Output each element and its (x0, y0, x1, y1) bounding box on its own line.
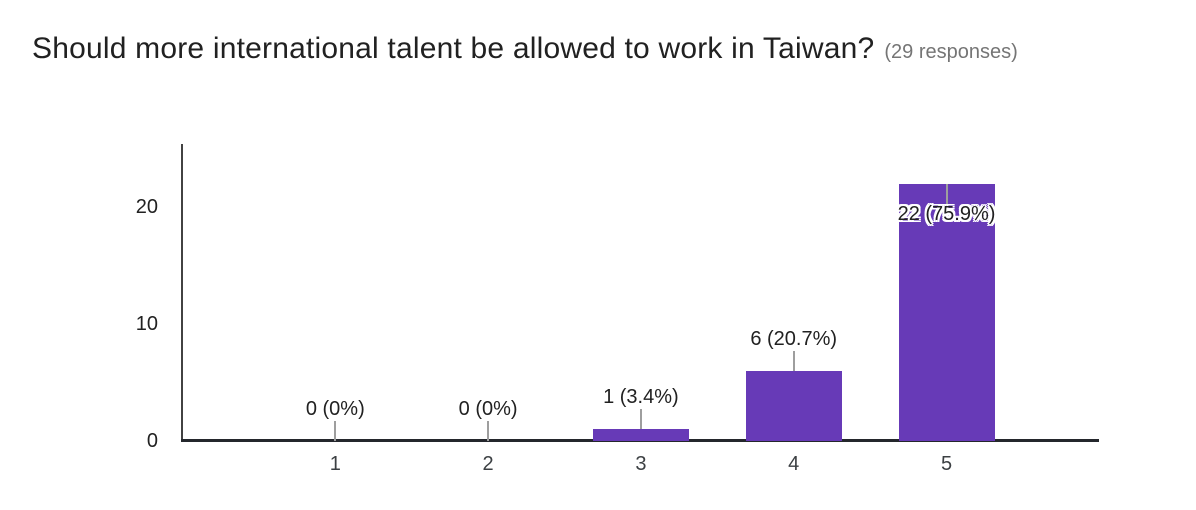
annotation-stem (792, 350, 795, 371)
annotation-stem (945, 183, 948, 204)
x-tick-label: 1 (329, 453, 341, 475)
x-tick-label: 5 (940, 453, 953, 475)
response-count: (29 responses) (884, 41, 1018, 63)
annotation-stem (487, 421, 490, 441)
x-tick-label: 3 (635, 453, 647, 475)
bar[interactable] (898, 183, 995, 441)
y-tick-label: 0 (146, 430, 158, 452)
bar-annotation: 6 (20.7%) (750, 327, 838, 350)
chart-title: Should more international talent be allo… (32, 32, 875, 65)
y-tick-label: 10 (135, 313, 158, 335)
bar-annotation: 1 (3.4%) (603, 386, 679, 409)
bar-annotation: 0 (0%) (458, 398, 518, 420)
chart-header: Should more international talent be allo… (32, 30, 1176, 68)
bar-annotation: 0 (0%) (305, 398, 365, 420)
bar[interactable] (745, 370, 842, 441)
y-tick-label: 20 (135, 196, 158, 218)
x-tick-label: 2 (482, 453, 494, 475)
annotation-stem (639, 409, 642, 430)
y-axis-line (181, 144, 183, 441)
bar-annotation: 22 (75.9%) (897, 202, 996, 225)
bar[interactable] (592, 429, 689, 441)
annotation-stem (334, 421, 337, 441)
x-tick-label: 4 (788, 453, 800, 475)
